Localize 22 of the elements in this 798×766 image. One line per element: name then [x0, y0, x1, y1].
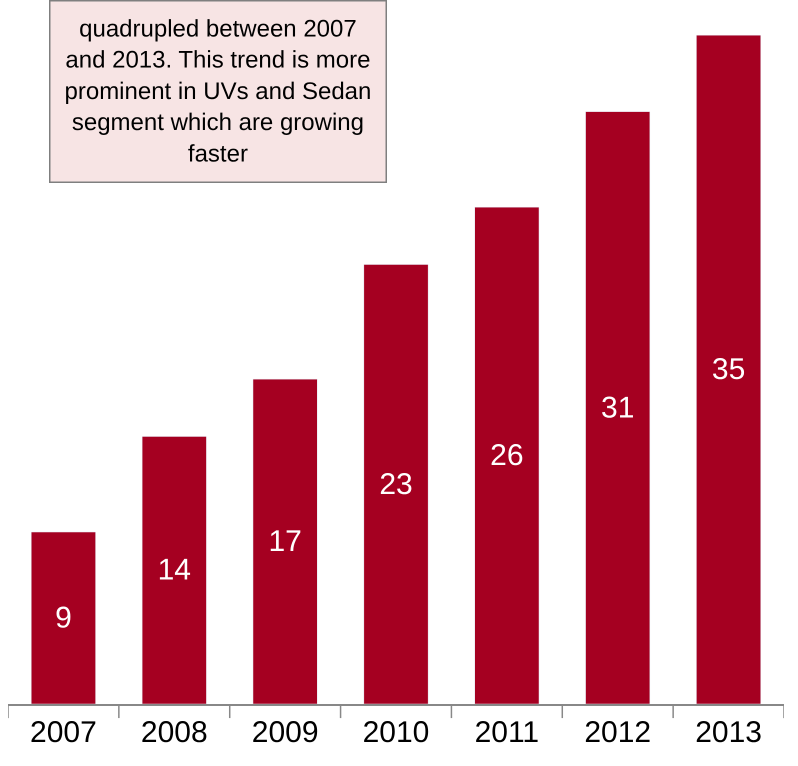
- bar: [31, 532, 96, 704]
- data-label: 23: [379, 468, 413, 501]
- x-tick-label: 2011: [474, 716, 540, 749]
- bar: [142, 436, 207, 704]
- bar: [364, 264, 428, 704]
- x-tick-label: 2012: [584, 716, 652, 749]
- bar: [696, 34, 761, 704]
- data-label: 14: [158, 554, 191, 587]
- x-tick-label: 2010: [362, 716, 430, 749]
- x-tick-label: 2009: [252, 716, 319, 749]
- x-tick-label: 2008: [140, 716, 208, 749]
- annotation: quadrupled between 2007 and 2013. This trend is more prominent in UVs and Sedan segment which are growing faster: [64, 16, 372, 168]
- x-tick-label: 2013: [695, 716, 762, 749]
- data-label: 31: [601, 391, 634, 424]
- bar: [474, 206, 540, 704]
- bar: [252, 378, 318, 704]
- data-label: 26: [490, 439, 524, 472]
- data-label: 9: [55, 602, 72, 635]
- data-label: 35: [712, 353, 746, 386]
- bar: [585, 111, 650, 704]
- data-label: 17: [268, 525, 302, 558]
- x-tick-label: 2007: [30, 716, 97, 749]
